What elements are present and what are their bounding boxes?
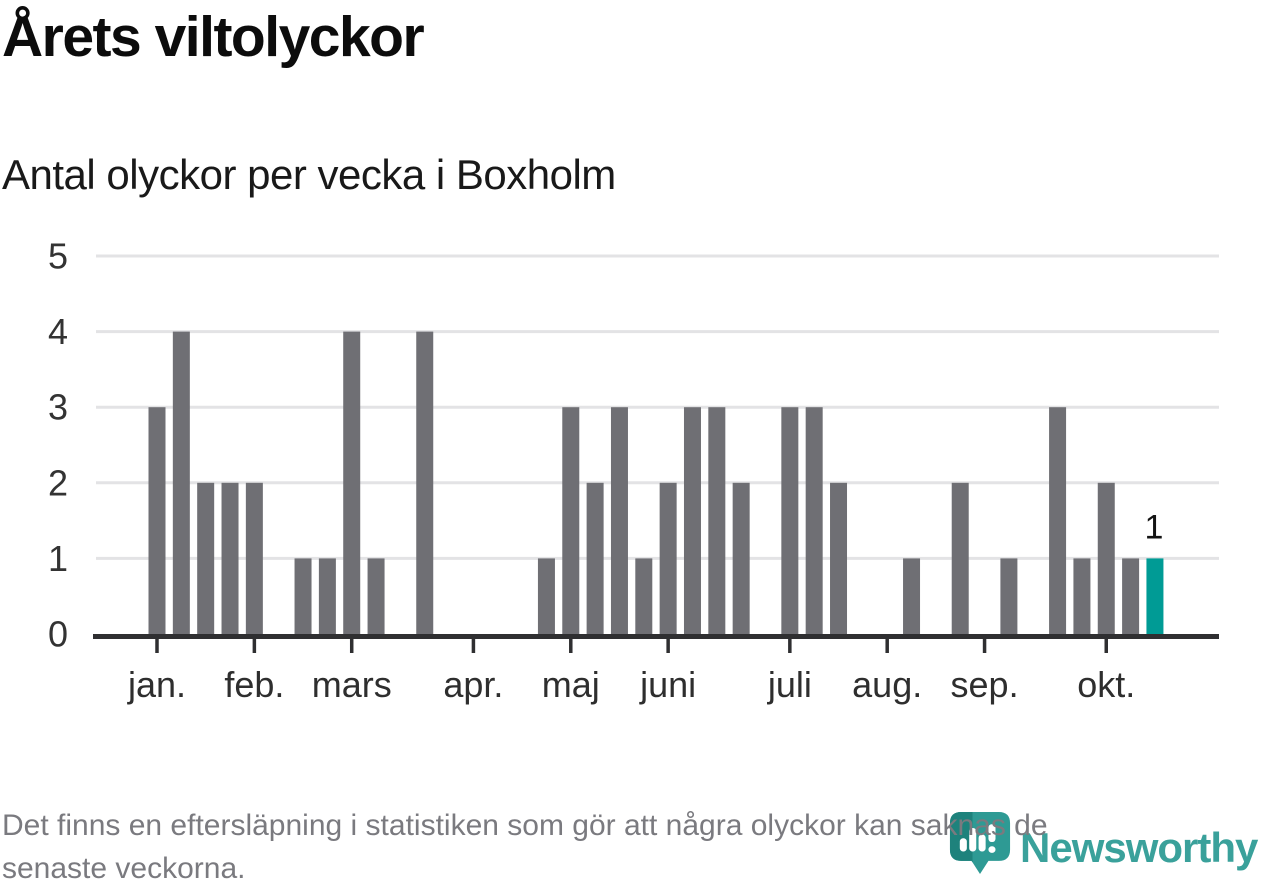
y-tick-label: 2 — [48, 462, 68, 503]
bar-highlight — [1146, 558, 1164, 634]
x-tick-label: feb. — [224, 664, 284, 705]
bar — [830, 482, 848, 634]
x-tick-label: aug. — [852, 664, 922, 705]
bar — [1097, 482, 1115, 634]
bar — [951, 482, 969, 634]
bar — [1000, 558, 1018, 634]
x-tick-label: sep. — [951, 664, 1019, 705]
bar — [586, 482, 604, 634]
x-tick-label: mars — [312, 664, 392, 705]
x-tick-label: maj — [542, 664, 600, 705]
bar — [1049, 407, 1067, 634]
bar — [708, 407, 726, 634]
y-tick-label: 5 — [48, 236, 68, 277]
bar — [148, 407, 166, 634]
y-tick-label: 4 — [48, 311, 68, 352]
newsworthy-wordmark: Newsworthy — [1020, 824, 1258, 871]
bar — [367, 558, 385, 634]
bar — [294, 558, 312, 634]
bar — [562, 407, 580, 634]
bar — [659, 482, 677, 634]
footer-note: Det finns en eftersläpning i statistiken… — [2, 804, 1252, 890]
y-tick-label: 3 — [48, 387, 68, 428]
bar — [416, 331, 434, 634]
bar — [537, 558, 555, 634]
footer-note-line-1: Det finns en eftersläpning i statistiken… — [2, 809, 1048, 842]
bar — [610, 407, 628, 634]
bar — [197, 482, 215, 634]
x-tick-label: okt. — [1077, 664, 1135, 705]
chart-subtitle: Antal olyckor per vecka i Boxholm — [2, 151, 616, 198]
x-tick-label: juli — [767, 664, 812, 705]
mini-bar-chart-glyph — [959, 824, 996, 853]
bar — [245, 482, 263, 634]
bar — [635, 558, 653, 634]
footer-note-line-2: senaste veckorna. — [2, 852, 246, 885]
page-title: Årets viltolyckor — [2, 5, 425, 69]
bar — [343, 331, 361, 634]
bar — [903, 558, 921, 634]
bar — [805, 407, 823, 634]
bar — [732, 482, 750, 634]
bar — [318, 558, 336, 634]
bar — [221, 482, 239, 634]
bar — [1073, 558, 1091, 634]
y-tick-label: 0 — [48, 614, 68, 655]
bar-value-label: 1 — [1144, 508, 1163, 546]
bar — [781, 407, 799, 634]
y-tick-label: 1 — [48, 538, 68, 579]
bar — [1122, 558, 1140, 634]
x-tick-label: apr. — [443, 664, 503, 705]
bar — [683, 407, 701, 634]
newsworthy-bubble-chart-icon — [949, 812, 1011, 874]
bar — [172, 331, 190, 634]
x-tick-label: jan. — [127, 664, 186, 705]
x-tick-label: juni — [639, 664, 696, 705]
newsworthy-logo: Newsworthy — [949, 811, 1258, 875]
